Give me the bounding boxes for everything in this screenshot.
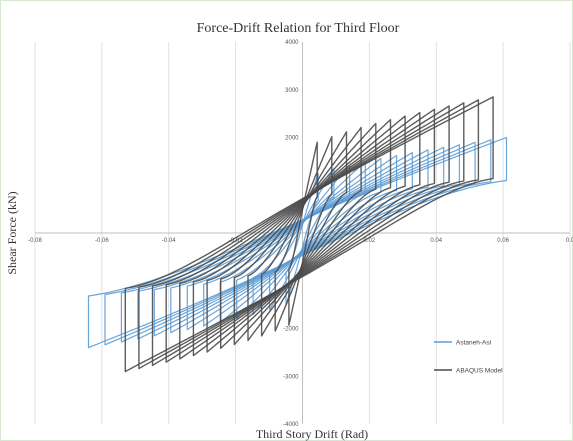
axis-lines — [35, 42, 570, 424]
legend-label-abaqus-model: ABAQUS Model — [456, 368, 503, 375]
hysteresis-loop — [170, 149, 429, 334]
x-tick-label: -0.04 — [162, 238, 176, 244]
y-tick-label: 4000 — [285, 40, 299, 46]
x-axis-title: Third Story Drift (Rad) — [256, 427, 368, 441]
hysteresis-loop — [236, 161, 366, 320]
hysteresis-loop — [179, 108, 436, 360]
hysteresis-loop — [186, 152, 413, 331]
plot-area: -0.08 -0.06 -0.04 -0.02 0.02 0.04 0.06 0.0 -4000… — [28, 40, 573, 428]
hysteresis-loop — [151, 102, 465, 367]
hysteresis-loop — [220, 119, 392, 349]
legend-label-astaneh-asl: Astaneh-Asl — [456, 340, 492, 347]
x-tick-label: 0.02 — [364, 238, 376, 244]
hysteresis-loop — [269, 168, 335, 311]
y-tick-label: 2000 — [285, 136, 299, 142]
y-tick-label: 3000 — [285, 88, 299, 94]
hysteresis-loop — [206, 115, 406, 353]
hysteresis-loop — [203, 154, 398, 327]
hysteresis-loop — [285, 172, 319, 306]
hysteresis-loop — [87, 136, 508, 349]
tick-labels: -0.08 -0.06 -0.04 -0.02 0.02 0.04 0.06 0.0 -4000… — [28, 40, 573, 428]
series-layer — [87, 96, 508, 373]
hysteresis-loop — [247, 126, 362, 342]
hysteresis-loop — [165, 105, 450, 363]
hysteresis-loop — [260, 131, 348, 337]
y-axis-title: Shear Force (kN) — [5, 191, 19, 274]
x-tick-label: -0.06 — [95, 238, 109, 244]
series-abaqus-model — [124, 96, 494, 373]
y-tick-label: -2000 — [283, 327, 299, 333]
x-tick-label: 0.0 — [566, 238, 573, 244]
hysteresis-loop — [233, 122, 377, 346]
x-tick-label: 0.06 — [497, 238, 509, 244]
hysteresis-loop — [192, 111, 421, 357]
hysteresis-loop — [104, 139, 492, 346]
hysteresis-loop — [124, 96, 494, 373]
y-tick-label: -4000 — [283, 422, 299, 428]
x-tick-label: -0.08 — [28, 238, 42, 244]
chart-title: Force-Drift Relation for Third Floor — [197, 21, 400, 36]
hysteresis-loop — [288, 141, 318, 326]
x-tick-label: -0.02 — [229, 238, 243, 244]
y-tick-label: -3000 — [283, 374, 299, 380]
x-tick-label: 0.04 — [430, 238, 442, 244]
hysteresis-loop — [274, 136, 333, 332]
legend: Astaneh-Asl ABAQUS Model — [434, 340, 503, 375]
